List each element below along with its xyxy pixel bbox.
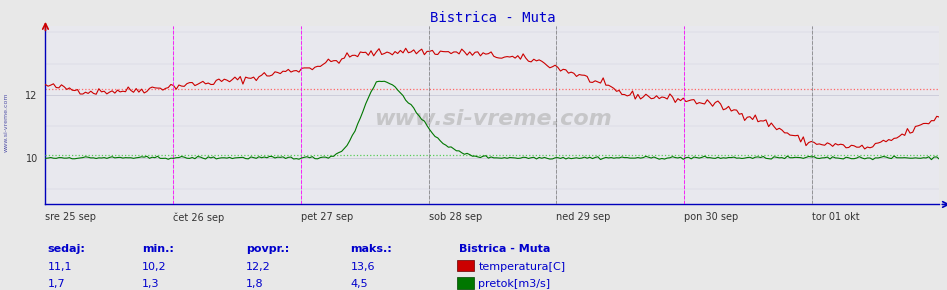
Text: 10,2: 10,2	[142, 262, 167, 272]
Text: temperatura[C]: temperatura[C]	[478, 262, 565, 272]
Text: 13,6: 13,6	[350, 262, 375, 272]
Title: Bistrica - Muta: Bistrica - Muta	[430, 11, 555, 25]
Text: 11,1: 11,1	[47, 262, 72, 272]
Text: povpr.:: povpr.:	[246, 244, 290, 254]
Text: www.si-vreme.com: www.si-vreme.com	[4, 92, 9, 152]
Text: www.si-vreme.com: www.si-vreme.com	[373, 109, 612, 129]
Text: sedaj:: sedaj:	[47, 244, 85, 254]
Text: 12,2: 12,2	[246, 262, 271, 272]
Text: 4,5: 4,5	[350, 279, 368, 289]
Text: 1,3: 1,3	[142, 279, 159, 289]
Text: pretok[m3/s]: pretok[m3/s]	[478, 279, 550, 289]
Text: 1,8: 1,8	[246, 279, 264, 289]
Text: Bistrica - Muta: Bistrica - Muta	[459, 244, 550, 254]
Text: maks.:: maks.:	[350, 244, 392, 254]
Text: min.:: min.:	[142, 244, 174, 254]
Text: 1,7: 1,7	[47, 279, 65, 289]
